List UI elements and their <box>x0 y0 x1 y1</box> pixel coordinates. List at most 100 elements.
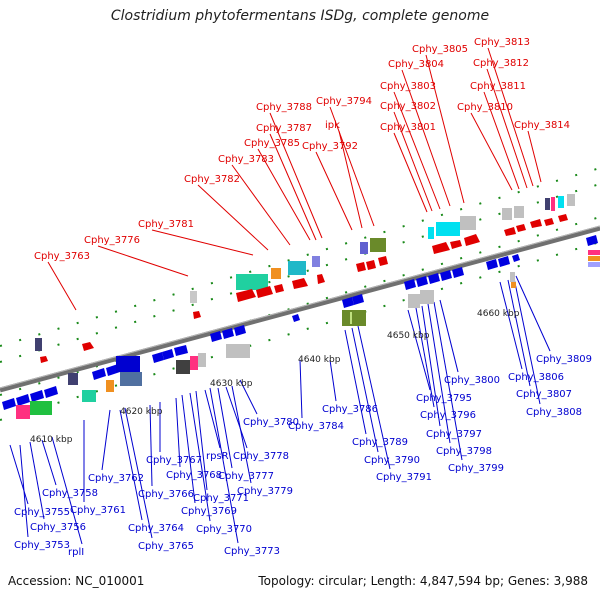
label-leader-line <box>329 359 337 402</box>
label-leader-line <box>401 69 451 207</box>
label-leader-line <box>407 309 431 391</box>
gene-label: Cphy_3787 <box>256 123 312 134</box>
label-leader-line <box>239 379 258 415</box>
label-leader-line <box>487 47 534 187</box>
gene-arrow <box>152 352 164 363</box>
label-leader-line <box>299 359 303 419</box>
gene-arrow <box>174 345 188 356</box>
gene-block <box>190 356 198 370</box>
label-leader-line <box>47 261 77 311</box>
gene-label: Cphy_3795 <box>416 393 472 404</box>
gene-label: Cphy_3812 <box>473 58 529 69</box>
gene-arrow <box>82 342 94 351</box>
gene-block <box>567 194 575 206</box>
label-leader-lines <box>9 47 551 545</box>
gene-arrow <box>498 256 510 267</box>
gene-label: Cphy_3790 <box>364 455 420 466</box>
reverse-genes <box>2 235 600 419</box>
gene-label: Cphy_3789 <box>352 437 408 448</box>
upper-outer-track <box>0 167 600 347</box>
gene-arrow <box>317 274 325 284</box>
gene-labels: Cphy_3763 Cphy_3776 Cphy_3781 Cphy_3782 Cphy… <box>14 37 592 558</box>
gene-arrow <box>440 270 452 281</box>
label-leader-line <box>195 390 208 491</box>
gene-arrow <box>530 219 542 228</box>
gene-arrow <box>450 240 462 249</box>
kbp-scale-labels: 4610 kbp 4620 kbp 4630 kbp 4640 kbp 4650 kbp… <box>30 309 520 445</box>
label-leader-line <box>197 184 269 251</box>
label-leader-line <box>329 106 375 227</box>
label-leader-line <box>315 151 353 231</box>
gene-block <box>408 294 420 308</box>
gene-label: Cphy_3809 <box>536 354 592 365</box>
gene-arrow <box>366 260 376 270</box>
gene-block <box>342 310 366 326</box>
gene-arrow <box>416 276 428 287</box>
label-leader-line <box>393 111 433 212</box>
label-leader-line <box>189 392 211 522</box>
gene-label: Cphy_3802 <box>380 101 436 112</box>
kbp-label: 4620 kbp <box>120 407 163 417</box>
gene-label: Cphy_3766 <box>138 489 194 500</box>
gene-block <box>460 216 476 230</box>
gene-block <box>226 344 250 358</box>
gene-label: Cphy_3783 <box>218 154 274 165</box>
label-leader-line <box>51 436 83 545</box>
forward-genes <box>35 194 575 363</box>
label-leader-line <box>499 281 523 370</box>
label-leader-line <box>344 329 367 435</box>
gene-label: Cphy_3797 <box>426 429 482 440</box>
gene-block <box>68 373 78 385</box>
kbp-label: 4660 kbp <box>477 309 520 319</box>
gene-label: Cphy_3799 <box>448 463 504 474</box>
label-leader-line <box>225 386 248 449</box>
gene-block <box>190 291 197 303</box>
gene-label: ipk <box>325 120 340 131</box>
label-leader-line <box>257 148 311 241</box>
gene-arrow <box>504 227 516 236</box>
gene-block <box>106 380 114 392</box>
gene-block <box>198 353 206 367</box>
gene-arrow <box>486 259 498 270</box>
label-leader-line <box>269 112 323 239</box>
label-leader-line <box>439 299 459 373</box>
gene-label: Cphy_3764 <box>128 523 184 534</box>
gene-label: Cphy_3763 <box>34 251 90 262</box>
gene-label: Cphy_3794 <box>316 96 372 107</box>
genome-axis-highlight <box>0 225 600 389</box>
gene-block <box>35 338 42 351</box>
gene-arrow <box>544 218 554 226</box>
gene-block <box>428 227 434 239</box>
accession-text: Accession: NC_010001 <box>8 574 145 588</box>
gene-arrow <box>464 234 480 246</box>
gene-label: Cphy_3798 <box>436 446 492 457</box>
gene-label: Cphy_3813 <box>474 37 530 48</box>
label-leader-line <box>338 130 363 229</box>
gene-arrow <box>356 262 366 272</box>
gene-arrow <box>404 279 416 290</box>
label-leader-line <box>9 444 29 505</box>
label-leader-line <box>29 441 45 520</box>
label-leader-line <box>483 91 520 190</box>
gene-label: Cphy_3810 <box>457 102 513 113</box>
gene-arrow <box>92 368 106 380</box>
gene-label: Cphy_3758 <box>42 488 98 499</box>
gene-arrow <box>516 224 526 232</box>
gene-arrow <box>234 325 246 336</box>
label-leader-line <box>101 409 111 471</box>
gene-arrow <box>44 386 58 398</box>
gene-label: Cphy_3814 <box>514 120 570 131</box>
label-leader-line <box>527 130 542 183</box>
label-leader-line <box>151 229 254 256</box>
kbp-label: 4610 kbp <box>30 435 73 445</box>
gene-label: Cphy_3767 <box>146 455 202 466</box>
gene-label: Cphy_3756 <box>30 522 86 533</box>
gene-arrow <box>378 256 388 266</box>
gene-label: Cphy_3770 <box>196 524 252 535</box>
label-leader-line <box>415 307 435 408</box>
gene-label: Cphy_3805 <box>412 44 468 55</box>
gene-label: Cphy_3769 <box>181 506 237 517</box>
gene-block <box>514 206 524 218</box>
gene-arrow <box>292 314 300 322</box>
